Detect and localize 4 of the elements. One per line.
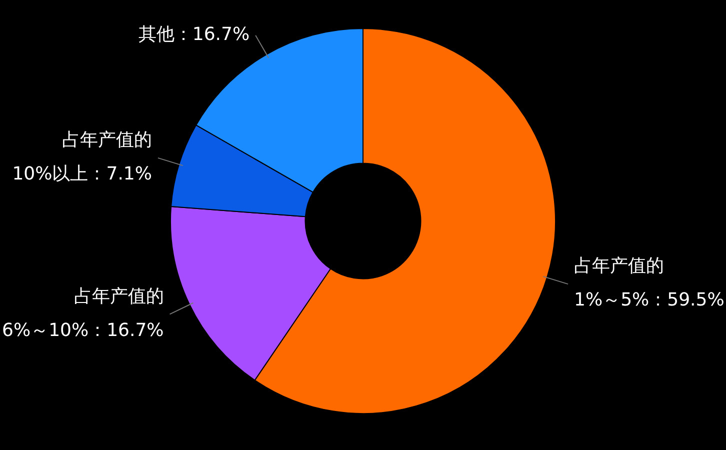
slice-label: 占年产值的1%～5%：59.5% (574, 256, 724, 311)
slice-label: 占年产值的10%以上：7.1% (12, 130, 152, 185)
slice-label: 其他：16.7% (138, 24, 250, 46)
slice-label: 占年产值的6%～10%：16.7% (2, 286, 164, 341)
